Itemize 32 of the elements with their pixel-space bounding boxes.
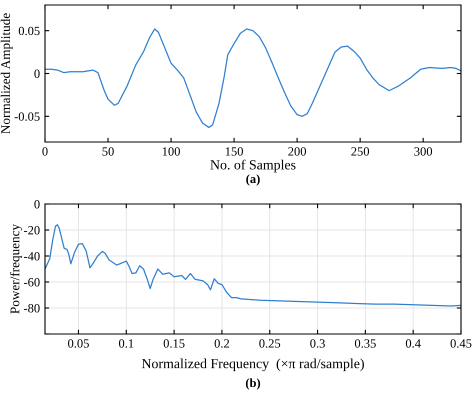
x-tick-label: 0.2 [214,339,230,348]
line-series [45,28,461,128]
y-tick-label: 0 [34,200,40,208]
x-tick-label: 0.05 [68,339,89,348]
x-tick-label: 0 [42,147,48,156]
x-tick-label: 0.4 [406,339,421,348]
x-tick-label: 50 [102,147,114,156]
x-tick-label: 0.35 [354,339,376,348]
x-tick-label: 0.3 [310,339,325,348]
y-tick-label: 0.05 [18,26,40,36]
x-axis-title: Normalized Frequency (×π rad/sample) [142,358,364,372]
x-axis-title: No. of Samples [210,160,296,172]
x-tick-label: 250 [351,147,370,156]
x-tick-label: 300 [414,147,432,156]
x-tick-label: 150 [226,147,243,156]
y-tick-label: 0 [34,70,40,78]
text: (a) [246,174,260,186]
x-tick-label: 0.25 [259,339,280,348]
x-tick-label: 200 [288,147,306,156]
y-tick-label: -40 [24,252,40,260]
y-tick-label: -80 [24,304,40,312]
y-tick-label: -20 [24,226,40,234]
y-axis-title: Power/frequency [10,224,22,314]
x-tick-label: 0.45 [450,339,472,348]
text: (b) [246,378,260,390]
line-series [45,224,461,307]
x-tick-label: 100 [162,147,180,156]
y-tick-label: -0.05 [14,112,40,121]
x-tick-label: 0.1 [118,339,134,348]
y-axis-title: Normalized Amplitude [0,13,13,134]
x-tick-label: 0.15 [164,339,185,348]
y-tick-label: -60 [24,278,40,286]
